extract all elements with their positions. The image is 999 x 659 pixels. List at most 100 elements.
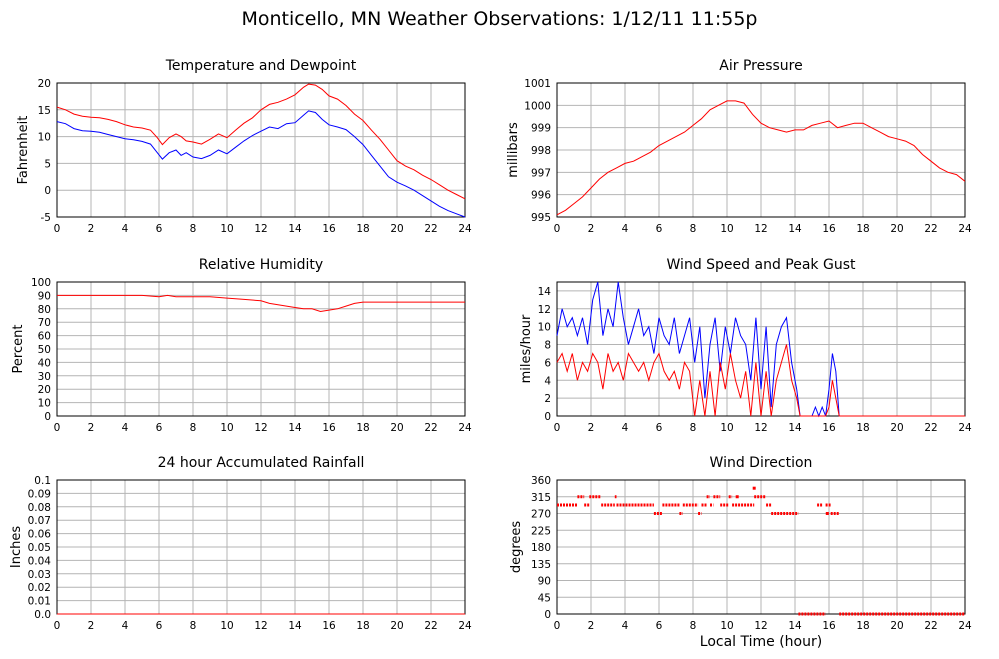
x-tick-label: 0 xyxy=(554,620,561,632)
y-tick-label: 12 xyxy=(538,304,551,316)
y-tick-label: 0 xyxy=(544,411,551,423)
x-tick-label: 2 xyxy=(588,223,595,235)
y-tick-label: 14 xyxy=(538,286,552,298)
y-tick-label: 90 xyxy=(38,290,51,302)
x-tick-label: 22 xyxy=(924,620,937,632)
panel-title: Temperature and Dewpoint xyxy=(165,58,357,74)
x-tick-label: 20 xyxy=(890,422,903,434)
x-tick-label: 14 xyxy=(788,422,802,434)
x-tick-label: 22 xyxy=(424,223,437,235)
x-tick-label: 24 xyxy=(958,620,972,632)
x-tick-label: 16 xyxy=(322,422,336,434)
x-tick-label: 24 xyxy=(958,223,972,235)
y-tick-label: 135 xyxy=(531,559,551,571)
x-tick-label: 10 xyxy=(720,620,733,632)
y-tick-label: 20 xyxy=(38,78,51,90)
y-tick-label: 0.09 xyxy=(28,488,51,500)
y-tick-label: 80 xyxy=(38,304,51,316)
x-tick-label: 2 xyxy=(88,223,95,235)
y-tick-label: 180 xyxy=(531,542,551,554)
y-tick-label: -5 xyxy=(41,212,51,224)
y-tick-label: 996 xyxy=(531,190,551,202)
x-tick-label: 16 xyxy=(822,620,836,632)
x-tick-label: 18 xyxy=(356,422,369,434)
x-tick-label: 18 xyxy=(856,422,869,434)
x-tick-label: 4 xyxy=(622,620,629,632)
x-tick-label: 6 xyxy=(156,422,163,434)
x-tick-label: 10 xyxy=(720,223,733,235)
panel-title: Air Pressure xyxy=(719,58,802,74)
y-tick-label: 0.02 xyxy=(28,582,51,594)
x-tick-label: 6 xyxy=(656,223,663,235)
x-tick-label: 6 xyxy=(156,620,163,632)
x-tick-label: 4 xyxy=(122,223,129,235)
y-tick-label: 0.04 xyxy=(28,555,52,567)
y-tick-label: 1000 xyxy=(524,100,551,112)
y-axis-label: Inches xyxy=(9,526,24,568)
x-tick-label: 24 xyxy=(458,422,472,434)
y-tick-label: 10 xyxy=(38,398,51,410)
x-tick-label: 10 xyxy=(220,223,233,235)
y-tick-label: 10 xyxy=(538,322,551,334)
x-tick-label: 8 xyxy=(190,223,197,235)
y-tick-label: 8 xyxy=(544,340,551,352)
x-tick-label: 10 xyxy=(220,422,233,434)
direction-point xyxy=(735,495,739,499)
y-axis-label: millibars xyxy=(506,122,521,178)
y-axis-label: Percent xyxy=(11,325,26,374)
y-axis-label: miles/hour xyxy=(519,314,534,383)
x-tick-label: 8 xyxy=(690,422,697,434)
y-tick-label: 2 xyxy=(544,393,551,405)
y-tick-label: 0.0 xyxy=(34,609,51,621)
x-tick-label: 4 xyxy=(122,620,129,632)
y-tick-label: 315 xyxy=(531,492,551,504)
y-tick-label: 100 xyxy=(31,277,51,289)
x-tick-label: 20 xyxy=(890,620,903,632)
x-axis-label: Local Time (hour) xyxy=(699,634,823,650)
x-tick-label: 0 xyxy=(54,223,61,235)
x-tick-label: 0 xyxy=(554,223,561,235)
y-tick-label: 30 xyxy=(38,371,51,383)
y-tick-label: 90 xyxy=(538,576,551,588)
y-tick-label: 70 xyxy=(38,317,51,329)
y-tick-label: 5 xyxy=(44,158,51,170)
y-axis-label: degrees xyxy=(509,521,524,574)
series-line-1 xyxy=(56,110,466,218)
y-tick-label: 60 xyxy=(38,331,51,343)
x-tick-label: 24 xyxy=(458,620,472,632)
panel-title: Wind Direction xyxy=(710,455,813,471)
x-tick-label: 14 xyxy=(288,620,302,632)
x-tick-label: 24 xyxy=(458,223,472,235)
y-tick-label: 15 xyxy=(38,105,51,117)
y-tick-label: 225 xyxy=(531,525,551,537)
y-tick-label: 20 xyxy=(38,384,51,396)
x-tick-label: 8 xyxy=(690,223,697,235)
x-tick-label: 12 xyxy=(754,620,767,632)
x-tick-label: 14 xyxy=(788,620,802,632)
x-tick-label: 16 xyxy=(322,620,336,632)
x-tick-label: 22 xyxy=(924,223,937,235)
x-tick-label: 2 xyxy=(88,422,95,434)
x-tick-label: 22 xyxy=(424,422,437,434)
x-tick-label: 12 xyxy=(754,223,767,235)
page-title: Monticello, MN Weather Observations: 1/1… xyxy=(241,8,758,30)
x-tick-label: 2 xyxy=(588,620,595,632)
y-tick-label: 0.05 xyxy=(28,542,51,554)
y-tick-label: 999 xyxy=(531,123,551,135)
panel-title: Relative Humidity xyxy=(199,257,323,273)
x-tick-label: 8 xyxy=(190,620,197,632)
x-tick-label: 0 xyxy=(54,620,61,632)
y-tick-label: 997 xyxy=(531,167,551,179)
x-tick-label: 20 xyxy=(390,422,403,434)
x-tick-label: 16 xyxy=(822,223,836,235)
series-line-0 xyxy=(556,100,966,216)
x-tick-label: 0 xyxy=(554,422,561,434)
y-tick-label: 998 xyxy=(531,145,551,157)
y-tick-label: 1001 xyxy=(524,78,551,90)
x-tick-label: 10 xyxy=(220,620,233,632)
x-tick-label: 8 xyxy=(190,422,197,434)
y-tick-label: 0.1 xyxy=(34,475,51,487)
